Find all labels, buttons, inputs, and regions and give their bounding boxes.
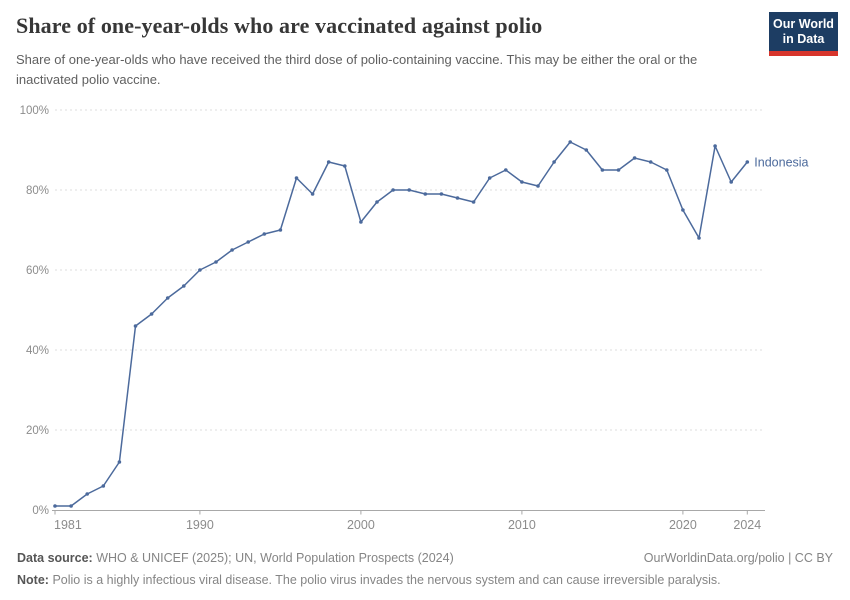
data-point-marker[interactable]: [278, 228, 283, 232]
data-point-marker[interactable]: [600, 168, 605, 172]
data-point-marker[interactable]: [262, 232, 267, 236]
data-point-marker[interactable]: [439, 192, 444, 196]
data-source-label: Data source:: [17, 551, 93, 565]
data-point-marker[interactable]: [423, 192, 428, 196]
data-point-marker[interactable]: [504, 168, 508, 172]
data-point-marker[interactable]: [584, 148, 589, 152]
data-source-text: WHO & UNICEF (2025); UN, World Populatio…: [96, 551, 454, 565]
entity-label-indonesia[interactable]: Indonesia: [754, 156, 808, 170]
data-point-marker[interactable]: [520, 180, 524, 184]
note-line: Note: Polio is a highly infectious viral…: [17, 573, 721, 587]
data-point-marker[interactable]: [165, 296, 170, 300]
note-label: Note:: [17, 572, 49, 587]
x-tick-label: 2020: [669, 518, 697, 532]
data-point-marker[interactable]: [69, 504, 73, 508]
chart-subtitle: Share of one-year-olds who have received…: [16, 52, 698, 88]
x-tick-label: 1990: [186, 518, 214, 532]
y-tick-label: 20%: [26, 425, 49, 437]
data-point-marker[interactable]: [101, 484, 106, 488]
y-tick-label: 80%: [26, 185, 49, 197]
data-point-marker[interactable]: [568, 140, 572, 144]
data-point-marker[interactable]: [632, 156, 637, 160]
data-point-marker[interactable]: [359, 220, 363, 224]
data-point-marker[interactable]: [455, 196, 460, 200]
data-point-marker[interactable]: [407, 188, 412, 192]
data-point-marker[interactable]: [471, 200, 476, 204]
y-tick-label: 0%: [32, 505, 49, 517]
data-point-marker[interactable]: [375, 200, 379, 204]
data-point-marker[interactable]: [182, 284, 186, 288]
data-point-marker[interactable]: [214, 260, 218, 264]
data-point-marker[interactable]: [648, 160, 653, 164]
data-point-marker[interactable]: [745, 160, 750, 164]
owid-logo-line2: in Data: [782, 31, 825, 46]
data-point-marker[interactable]: [53, 504, 57, 508]
data-point-marker[interactable]: [391, 188, 395, 192]
data-point-marker[interactable]: [713, 144, 717, 148]
data-point-marker[interactable]: [149, 312, 154, 316]
data-point-marker[interactable]: [681, 208, 685, 212]
x-tick-label: 2010: [508, 518, 536, 532]
data-point-marker[interactable]: [616, 168, 621, 172]
chart-title: Share of one-year-olds who are vaccinate…: [16, 13, 543, 38]
y-tick-label: 60%: [26, 265, 49, 277]
y-tick-label: 100%: [20, 105, 49, 117]
chart-footer: Data source: WHO & UNICEF (2025); UN, Wo…: [17, 548, 833, 592]
x-tick-label: 2000: [347, 518, 375, 532]
data-point-marker[interactable]: [310, 192, 315, 196]
data-source-line: Data source: WHO & UNICEF (2025); UN, Wo…: [17, 548, 454, 570]
line-chart-canvas: 0% 20% 40% 60% 80% 100% 1981 1990 2000 2010 2020 20…: [20, 105, 809, 532]
data-point-marker[interactable]: [133, 324, 138, 328]
data-point-marker[interactable]: [552, 160, 556, 164]
data-point-marker[interactable]: [487, 176, 492, 180]
data-point-marker[interactable]: [697, 236, 701, 240]
data-point-marker[interactable]: [326, 160, 331, 164]
note-text: Polio is a highly infectious viral disea…: [52, 572, 721, 587]
data-point-marker[interactable]: [198, 268, 202, 272]
license-link[interactable]: OurWorldinData.org/polio | CC BY: [643, 551, 833, 565]
data-point-marker[interactable]: [85, 492, 89, 496]
x-tick-label: 1981: [54, 518, 82, 532]
series-line-indonesia[interactable]: [54, 141, 749, 507]
data-point-marker[interactable]: [343, 164, 347, 168]
data-point-marker[interactable]: [230, 248, 234, 252]
owid-logo[interactable]: Our World in Data: [769, 12, 838, 56]
data-point-marker[interactable]: [246, 240, 250, 244]
owid-logo-line1: Our World: [773, 17, 834, 31]
data-point-marker[interactable]: [665, 168, 669, 172]
data-point-marker[interactable]: [117, 460, 122, 464]
x-tick-label: 2024: [733, 518, 761, 532]
y-tick-label: 40%: [26, 345, 49, 357]
data-point-marker[interactable]: [729, 180, 733, 184]
data-point-marker[interactable]: [294, 176, 299, 180]
data-point-marker[interactable]: [536, 184, 540, 188]
